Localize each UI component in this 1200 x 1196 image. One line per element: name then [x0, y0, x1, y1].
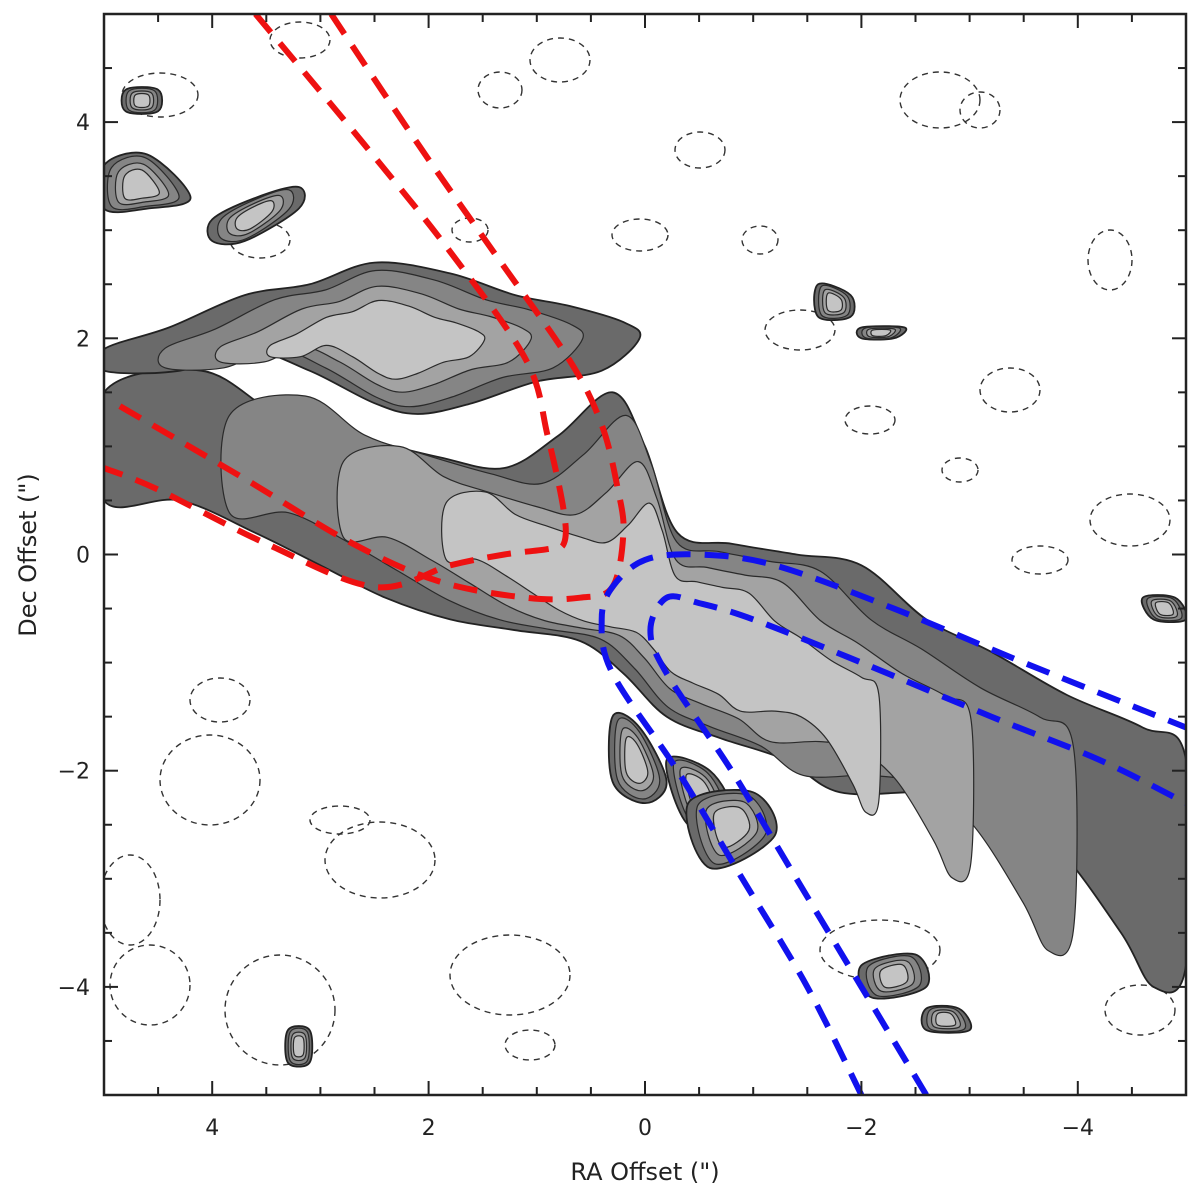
- emission-contour-ring: [133, 92, 151, 109]
- x-tick-label: 0: [638, 1116, 652, 1141]
- red-lobe-edge-1: [104, 14, 569, 591]
- negative-contour-12: [844, 405, 896, 435]
- emission-contour-ring: [122, 168, 161, 201]
- red-lobe-edge-2: [113, 14, 627, 603]
- negative-contour-11: [1089, 493, 1171, 547]
- y-tick-label: −2: [58, 760, 90, 785]
- y-tick-label: 0: [76, 544, 90, 569]
- negative-contour-26: [477, 71, 523, 109]
- emission-contour-ring: [935, 1011, 957, 1027]
- y-tick-label: 2: [76, 327, 90, 352]
- negative-contour-4: [741, 225, 779, 255]
- x-axis-label: RA Offset ("): [570, 1158, 719, 1186]
- emission-top-left-streak-1: [104, 151, 192, 214]
- negative-contour-6: [899, 71, 981, 129]
- emission-contour-ring: [870, 328, 892, 337]
- outflow-layer: [104, 14, 1186, 1095]
- negative-contour-8: [1087, 229, 1133, 291]
- emission-jet-knot-1: [607, 712, 668, 805]
- emission-layer: [104, 86, 1186, 1068]
- negative-contour-5: [611, 218, 669, 252]
- negative-contour-16: [324, 821, 436, 899]
- negative-contour-22: [504, 1029, 556, 1061]
- emission-contour-ring: [1154, 600, 1174, 617]
- emission-knot-sw: [284, 1025, 314, 1068]
- emission-knot-far-east: [1140, 594, 1186, 623]
- negative-contour-15: [159, 734, 261, 826]
- emission-knot-north-1: [120, 86, 164, 115]
- negative-contour-29: [764, 309, 836, 351]
- negative-contour-13: [1011, 545, 1069, 575]
- emission-contour-ring: [624, 735, 649, 785]
- emission-knot-south-2: [920, 1004, 973, 1034]
- emission-contour-ring: [292, 1035, 305, 1058]
- negative-contour-20: [224, 954, 336, 1066]
- emission-jet-knot-3: [685, 789, 778, 870]
- x-tick-label: −2: [845, 1116, 877, 1141]
- negative-contour-18: [104, 854, 161, 946]
- tick-labels: 4 2 0 −2 −4 4 2 0 −2 −4: [58, 111, 1094, 1141]
- blue-lobe-edge-2: [647, 593, 1186, 1095]
- negative-contour-25: [1104, 984, 1176, 1036]
- emission-top-left-streak-2: [206, 185, 306, 246]
- y-tick-label: 4: [76, 111, 90, 136]
- blue-lobe-edge-1: [598, 551, 1186, 1095]
- emission-knot-east-2: [855, 325, 908, 341]
- emission-contour-ring: [441, 490, 882, 816]
- negative-contour-3: [674, 131, 726, 169]
- emission-contour-ring: [266, 299, 486, 380]
- negative-contour-7: [959, 91, 1001, 129]
- axis-ticks: [103, 13, 1187, 1096]
- emission-knot-east: [813, 282, 856, 321]
- negative-contour-2: [529, 37, 591, 83]
- negative-contour-1: [269, 21, 331, 59]
- emission-contour-ring: [712, 806, 751, 849]
- x-tick-label: 2: [422, 1116, 436, 1141]
- negative-contour-19: [109, 944, 191, 1026]
- negative-contour-0: [121, 72, 199, 118]
- negative-contour-21: [449, 934, 571, 1016]
- emission-knot-south-1: [857, 952, 931, 1000]
- negative-contour-23: [819, 919, 941, 981]
- negative-contour-17: [309, 805, 371, 835]
- y-tick-label: −4: [58, 976, 90, 1001]
- x-tick-label: 4: [205, 1116, 219, 1141]
- emission-contour-ring: [879, 963, 909, 989]
- y-axis-label: Dec Offset ("): [14, 473, 42, 637]
- emission-upper-arc-ridge: [104, 261, 642, 415]
- x-tick-label: −4: [1062, 1116, 1094, 1141]
- negative-contour-14: [189, 677, 251, 723]
- negative-contours: [104, 21, 1176, 1066]
- negative-contour-9: [979, 367, 1041, 413]
- negative-contour-10: [941, 457, 979, 483]
- emission-contour-ring: [234, 200, 275, 232]
- emission-contour-ring: [825, 292, 844, 313]
